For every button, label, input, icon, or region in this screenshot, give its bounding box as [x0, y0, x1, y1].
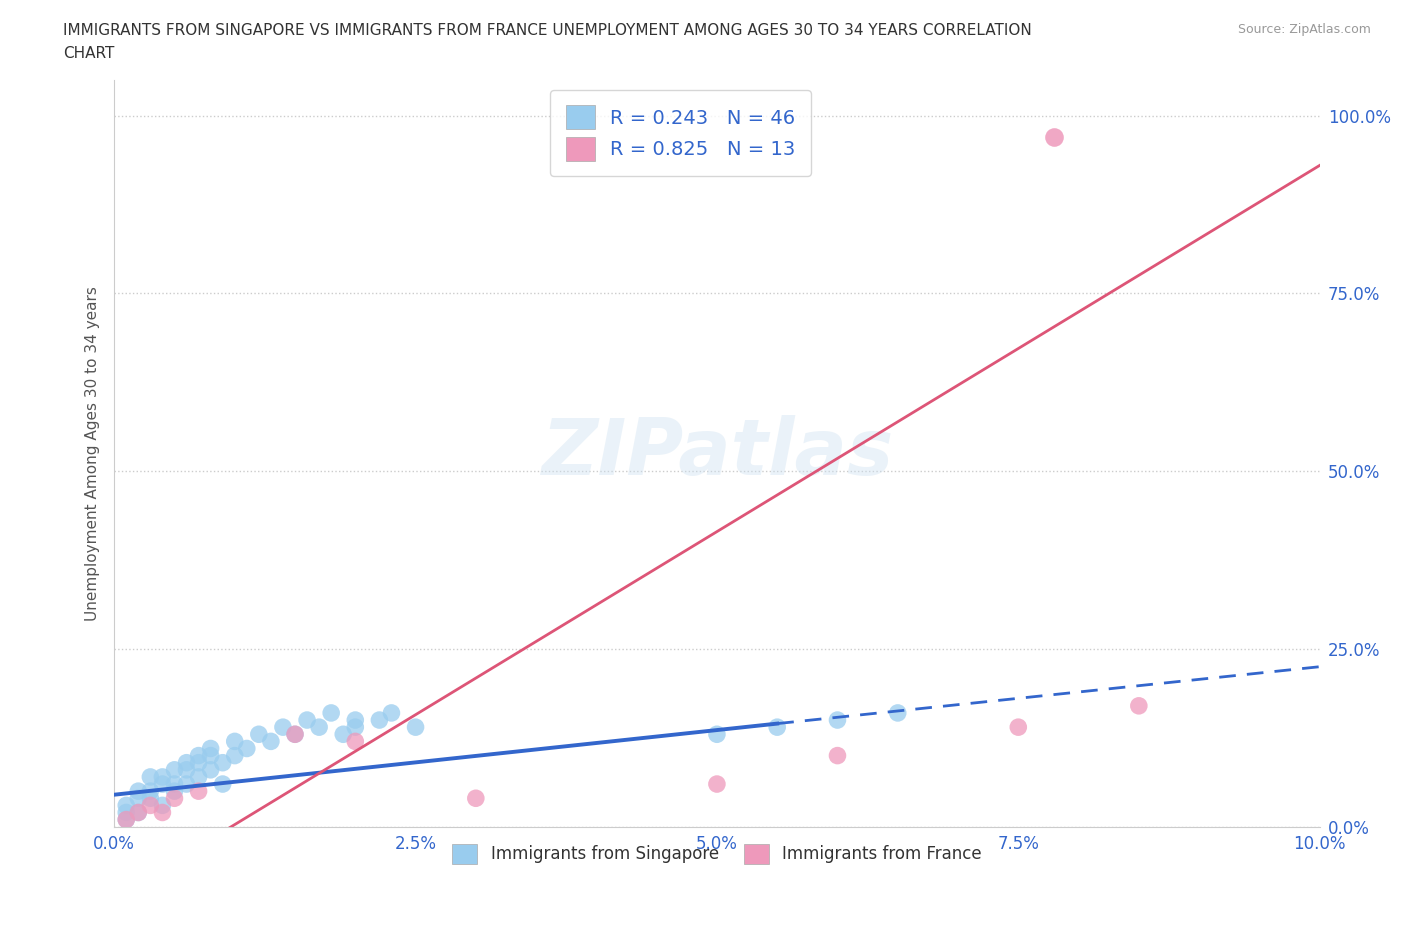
Point	[211, 755, 233, 770]
Point	[284, 727, 307, 742]
Point	[368, 712, 391, 727]
Point	[139, 784, 162, 799]
Point	[271, 720, 294, 735]
Point	[163, 777, 186, 791]
Point	[236, 741, 259, 756]
Point	[706, 727, 728, 742]
Point	[139, 798, 162, 813]
Point	[380, 706, 402, 721]
Point	[247, 727, 270, 742]
Point	[163, 790, 186, 805]
Point	[332, 727, 354, 742]
Point	[187, 784, 209, 799]
Point	[139, 790, 162, 805]
Point	[211, 777, 233, 791]
Point	[127, 805, 149, 820]
Text: IMMIGRANTS FROM SINGAPORE VS IMMIGRANTS FROM FRANCE UNEMPLOYMENT AMONG AGES 30 T: IMMIGRANTS FROM SINGAPORE VS IMMIGRANTS …	[63, 23, 1032, 38]
Point	[295, 712, 318, 727]
Y-axis label: Unemployment Among Ages 30 to 34 years: Unemployment Among Ages 30 to 34 years	[86, 286, 100, 621]
Point	[321, 706, 343, 721]
Point	[152, 798, 174, 813]
Point	[152, 769, 174, 784]
Point	[115, 798, 138, 813]
Point	[187, 769, 209, 784]
Point	[176, 755, 198, 770]
Point	[224, 734, 246, 749]
Point	[887, 706, 910, 721]
Point	[163, 763, 186, 777]
Point	[187, 748, 209, 763]
Point	[766, 720, 789, 735]
Point	[405, 720, 427, 735]
Point	[260, 734, 283, 749]
Text: ZIPatlas: ZIPatlas	[541, 416, 893, 491]
Point	[1043, 129, 1066, 144]
Legend: Immigrants from Singapore, Immigrants from France: Immigrants from Singapore, Immigrants fr…	[446, 837, 988, 870]
Point	[163, 784, 186, 799]
Point	[127, 784, 149, 799]
Point	[344, 712, 367, 727]
Point	[152, 805, 174, 820]
Text: Source: ZipAtlas.com: Source: ZipAtlas.com	[1237, 23, 1371, 36]
Point	[200, 748, 222, 763]
Point	[344, 734, 367, 749]
Point	[115, 812, 138, 827]
Point	[176, 777, 198, 791]
Point	[1007, 720, 1029, 735]
Point	[827, 748, 849, 763]
Point	[115, 805, 138, 820]
Point	[127, 790, 149, 805]
Point	[200, 763, 222, 777]
Point	[176, 763, 198, 777]
Point	[284, 727, 307, 742]
Point	[344, 720, 367, 735]
Point	[827, 712, 849, 727]
Point	[464, 790, 486, 805]
Point	[308, 720, 330, 735]
Point	[152, 777, 174, 791]
Point	[139, 769, 162, 784]
Point	[706, 777, 728, 791]
Point	[224, 748, 246, 763]
Point	[187, 755, 209, 770]
Point	[127, 805, 149, 820]
Text: CHART: CHART	[63, 46, 115, 61]
Point	[115, 812, 138, 827]
Point	[1128, 698, 1150, 713]
Point	[200, 741, 222, 756]
